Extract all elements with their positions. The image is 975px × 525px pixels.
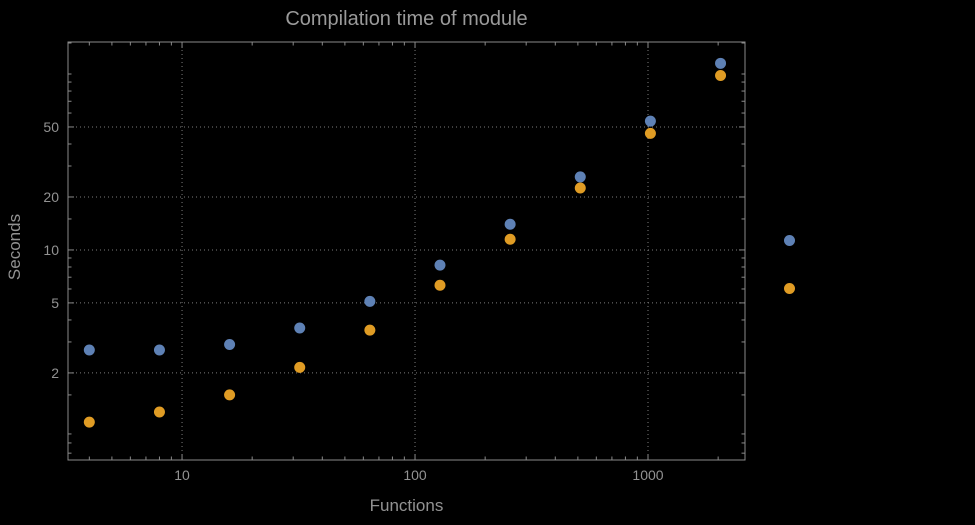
y-axis-label: Seconds — [5, 213, 25, 281]
data-point-series-2 — [504, 233, 516, 245]
y-axis-label-container: Seconds — [0, 42, 30, 452]
data-point-series-1 — [294, 322, 306, 334]
legend-marker-series-1 — [784, 235, 795, 246]
chart-title: Compilation time of module — [285, 8, 528, 30]
data-point-series-1 — [574, 171, 586, 183]
data-point-series-1 — [83, 344, 95, 356]
legend-marker-series-2 — [784, 283, 795, 294]
data-point-series-1 — [715, 57, 727, 69]
data-point-series-1 — [434, 259, 446, 271]
y-tick-label: 5 — [51, 295, 59, 311]
data-point-series-1 — [224, 339, 236, 351]
data-point-series-2 — [434, 279, 446, 291]
data-point-series-2 — [644, 127, 656, 139]
data-point-series-2 — [294, 361, 306, 373]
x-tick-label: 10 — [174, 467, 190, 483]
data-point-series-2 — [715, 70, 727, 82]
data-point-series-2 — [83, 416, 95, 428]
y-tick-label: 50 — [43, 119, 59, 135]
y-tick-label: 20 — [43, 189, 59, 205]
y-tick-label: 2 — [51, 365, 59, 381]
data-point-series-2 — [574, 182, 586, 194]
data-point-series-2 — [224, 389, 236, 401]
data-point-series-2 — [153, 406, 165, 418]
x-tick-label: 1000 — [632, 467, 663, 483]
data-point-series-1 — [364, 295, 376, 307]
data-point-series-1 — [153, 344, 165, 356]
data-point-series-2 — [364, 324, 376, 336]
data-point-series-1 — [644, 115, 656, 127]
x-tick-label: 100 — [403, 467, 427, 483]
plot-frame — [67, 41, 746, 461]
x-axis-label: Functions — [369, 496, 444, 515]
data-point-series-1 — [504, 218, 516, 230]
legend — [784, 235, 796, 331]
y-tick-label: 10 — [43, 242, 59, 258]
